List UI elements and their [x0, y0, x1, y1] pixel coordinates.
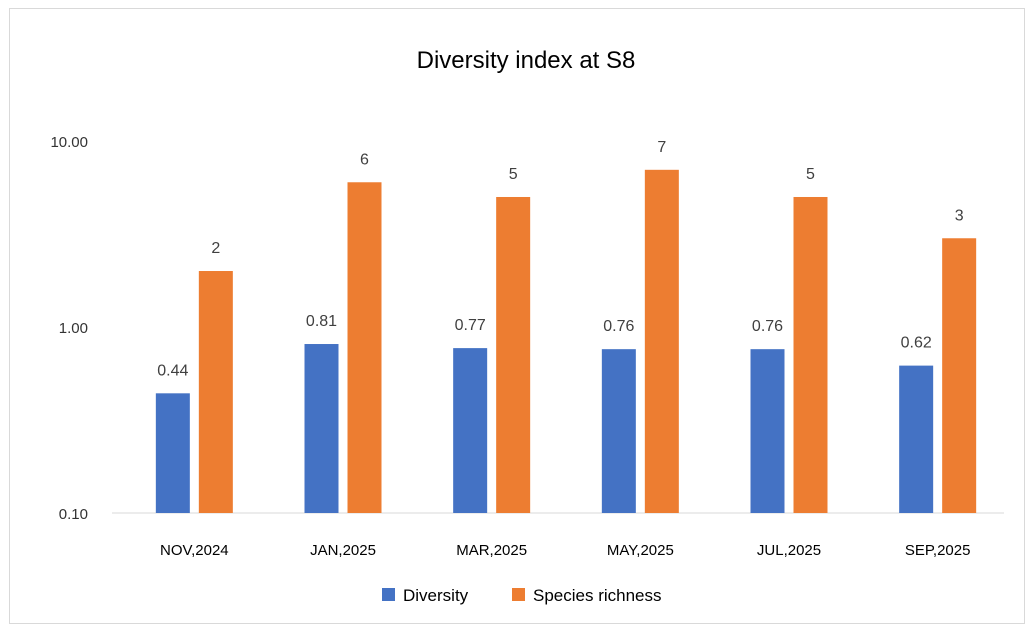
diversity-bar	[453, 348, 488, 513]
diversity-bar	[601, 349, 636, 513]
data-label: 5	[806, 166, 815, 183]
data-label: 0.62	[901, 335, 932, 352]
diversity-bar	[155, 393, 190, 513]
y-tick-label: 1.00	[59, 320, 88, 337]
x-axis-categories: NOV,2024 JAN,2025 MAR,2025 MAY,2025 JUL,2025…	[160, 542, 970, 559]
y-tick-label: 10.00	[50, 134, 88, 151]
x-category-label: MAY,2025	[607, 542, 674, 559]
diversity-bar	[899, 365, 934, 513]
legend-label: Species richness	[533, 586, 662, 605]
data-label: 7	[657, 139, 666, 156]
bars: 0.44 2 0.81 6 0.77 5 0.76 7 0.76 5 0.62 3	[155, 139, 977, 514]
diversity-bar	[304, 344, 339, 513]
legend: Diversity Species richness	[382, 586, 662, 605]
y-tick-label: 0.10	[59, 506, 88, 523]
legend-swatch	[512, 588, 525, 601]
data-label: 0.77	[455, 317, 486, 334]
species-richness-bar	[347, 182, 382, 514]
data-label: 0.81	[306, 313, 337, 330]
x-category-label: JUL,2025	[757, 542, 821, 559]
diversity-bar	[750, 349, 785, 513]
data-label: 0.76	[603, 318, 634, 335]
x-category-label: NOV,2024	[160, 542, 229, 559]
x-category-label: SEP,2025	[905, 542, 971, 559]
chart-title: Diversity index at S8	[417, 47, 636, 74]
data-label: 3	[955, 207, 964, 224]
x-category-label: MAR,2025	[456, 542, 527, 559]
species-richness-bar	[644, 169, 679, 513]
data-label: 2	[211, 240, 220, 257]
data-label: 6	[360, 151, 369, 168]
data-label: 0.44	[157, 362, 188, 379]
data-label: 0.76	[752, 318, 783, 335]
species-richness-bar	[942, 238, 977, 514]
species-richness-bar	[198, 271, 233, 513]
x-category-label: JAN,2025	[310, 542, 376, 559]
species-richness-bar	[793, 196, 828, 513]
species-richness-bar	[496, 196, 531, 513]
data-label: 5	[509, 166, 518, 183]
legend-swatch	[382, 588, 395, 601]
y-axis-ticks: 0.10 1.00 10.00	[50, 134, 88, 523]
legend-label: Diversity	[403, 586, 469, 605]
